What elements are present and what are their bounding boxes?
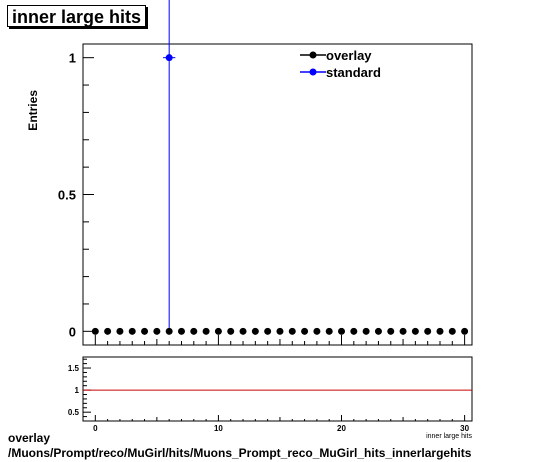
overlay-point: [374, 327, 382, 335]
overlay-point: [288, 327, 296, 335]
footer-caption: overlay /Muons/Prompt/reco/MuGirl/hits/M…: [8, 431, 471, 461]
y-tick-label: 0: [69, 324, 76, 339]
overlay-point: [338, 327, 346, 335]
ratio-y-tick-label: 1: [75, 386, 80, 395]
overlay-point: [251, 327, 259, 335]
legend-marker-standard: [309, 68, 317, 76]
overlay-point: [116, 327, 124, 335]
overlay-point: [325, 327, 333, 335]
y-tick-label: 1: [69, 51, 76, 66]
overlay-point: [202, 327, 210, 335]
overlay-point: [190, 327, 198, 335]
ratio-y-tick-label: 1.5: [68, 364, 80, 373]
y-axis-label: Entries: [26, 90, 40, 131]
footer-line-1: overlay: [8, 431, 51, 445]
overlay-point: [436, 327, 444, 335]
ratio-x-tick-label: 30: [460, 424, 469, 433]
overlay-point: [165, 327, 173, 335]
overlay-point: [448, 327, 456, 335]
legend-label-standard: standard: [326, 65, 381, 80]
overlay-point: [424, 327, 432, 335]
overlay-point: [214, 327, 222, 335]
overlay-point: [301, 327, 309, 335]
overlay-point: [362, 327, 370, 335]
overlay-point: [239, 327, 247, 335]
plot-frame: [82, 43, 473, 346]
overlay-point: [153, 327, 161, 335]
legend-label-overlay: overlay: [326, 48, 372, 63]
ratio-frame: [82, 356, 473, 422]
overlay-point: [177, 327, 185, 335]
overlay-point: [350, 327, 358, 335]
ratio-x-tick-label: 20: [337, 424, 346, 433]
overlay-point: [141, 327, 149, 335]
overlay-point: [104, 327, 112, 335]
overlay-point: [399, 327, 407, 335]
chart-title: inner large hits: [7, 5, 146, 27]
overlay-point: [276, 327, 284, 335]
overlay-point: [387, 327, 395, 335]
overlay-point: [227, 327, 235, 335]
footer-line-2: /Muons/Prompt/reco/MuGirl/hits/Muons_Pro…: [8, 446, 472, 460]
x-axis-label: inner large hits: [426, 433, 472, 440]
ratio-y-tick-label: 0.5: [68, 408, 80, 417]
legend-marker-overlay: [309, 51, 317, 59]
overlay-point: [461, 327, 469, 335]
main-plot: 0 0.5 1 Entries overlay standard: [26, 0, 473, 346]
overlay-point: [313, 327, 321, 335]
ratio-x-tick-label: 10: [214, 424, 223, 433]
overlay-point: [264, 327, 272, 335]
overlay-point: [91, 327, 99, 335]
y-tick-label: 0.5: [58, 188, 76, 203]
overlay-point: [411, 327, 419, 335]
ratio-x-tick-label: 0: [93, 424, 98, 433]
overlay-point: [128, 327, 136, 335]
standard-point: [165, 54, 173, 62]
